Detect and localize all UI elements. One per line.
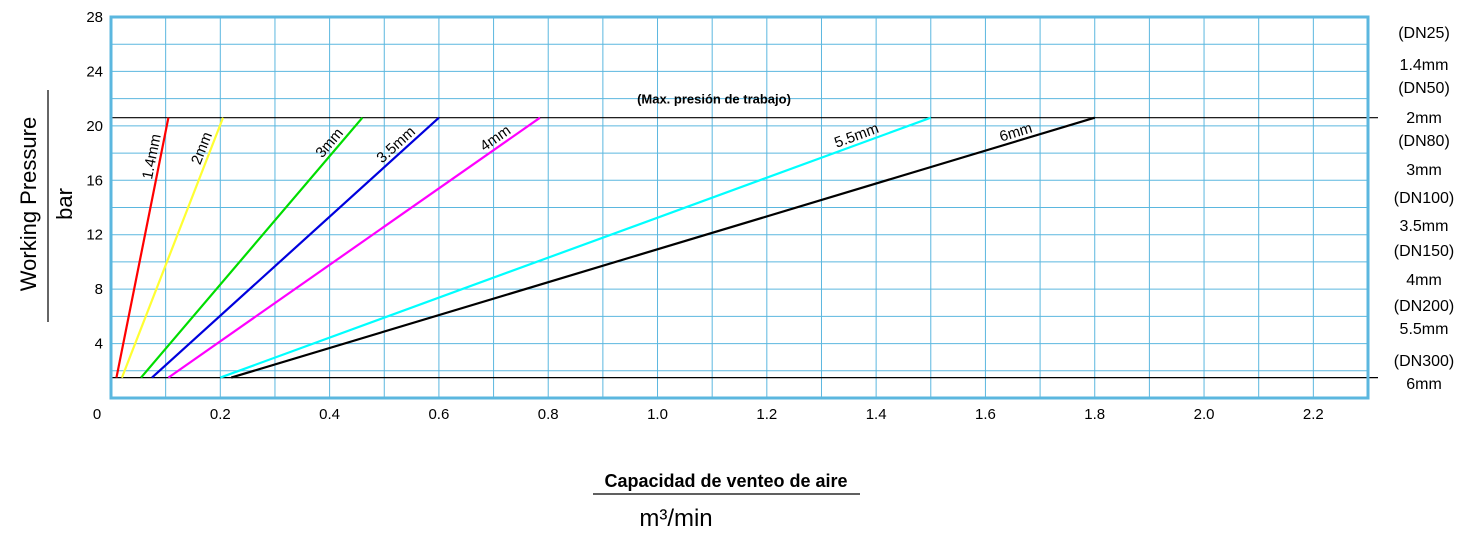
series-lines <box>115 116 1096 379</box>
legend-size: 2mm <box>1406 110 1442 127</box>
legend-size: 3mm <box>1406 162 1442 179</box>
legend-dn: (DN300) <box>1394 353 1454 370</box>
x-axis-label: Capacidad de venteo de aire <box>604 471 847 491</box>
legend-size: 4mm <box>1406 272 1442 289</box>
legend-dn: (DN25) <box>1398 25 1450 42</box>
x-tick-label: 0 <box>93 406 101 423</box>
x-tick-label: 1.0 <box>647 406 668 423</box>
x-tick-labels: 0 0.2 0.4 0.6 0.8 1.0 1.2 1.4 1.6 1.8 2.0 2.2 <box>93 406 1324 423</box>
series-line-3.5mm <box>151 116 440 379</box>
series-line-3mm <box>140 116 364 379</box>
y-axis-title: Working Pressure bar <box>16 90 77 322</box>
y-axis-unit: bar <box>52 188 77 220</box>
series-line-4mm <box>167 116 541 379</box>
x-tick-label: 1.6 <box>975 406 996 423</box>
reference-lines <box>111 117 1378 379</box>
y-tick-label: 16 <box>86 172 103 189</box>
x-tick-label: 2.2 <box>1303 406 1324 423</box>
legend-dn: (DN200) <box>1394 298 1454 315</box>
x-tick-label: 0.8 <box>538 406 559 423</box>
y-tick-label: 24 <box>86 63 103 80</box>
legend: (DN25) 1.4mm (DN50) 2mm (DN80) 3mm (DN100) 3.5m… <box>1394 25 1454 393</box>
max-pressure-annotation: (Max. presión de trabajo) <box>637 92 791 107</box>
grid <box>111 17 1368 398</box>
x-tick-label: 0.4 <box>319 406 340 423</box>
x-axis-title: Capacidad de venteo de aire m³/min <box>593 471 860 532</box>
x-tick-label: 2.0 <box>1194 406 1215 423</box>
legend-size: 3.5mm <box>1400 218 1449 235</box>
x-tick-label: 0.2 <box>210 406 231 423</box>
legend-dn: (DN80) <box>1398 133 1450 150</box>
y-tick-label: 8 <box>95 281 103 298</box>
y-tick-label: 4 <box>95 336 103 353</box>
x-axis-unit: m³/min <box>639 505 712 532</box>
series-line-2mm <box>120 117 225 378</box>
legend-size: 1.4mm <box>1400 57 1449 74</box>
legend-dn: (DN100) <box>1394 190 1454 207</box>
curve-label: 3.5mm <box>373 123 418 166</box>
plot-frame <box>109 15 1370 400</box>
series-line-6mm <box>230 116 1096 379</box>
curve-label: 5.5mm <box>832 120 881 152</box>
y-tick-labels: 28 24 20 16 12 8 4 <box>86 9 103 353</box>
y-axis-label: Working Pressure <box>16 117 41 291</box>
legend-dn: (DN150) <box>1394 243 1454 260</box>
y-tick-label: 28 <box>86 9 103 26</box>
x-tick-label: 1.4 <box>866 406 887 423</box>
series-line-1.4mm <box>115 117 170 378</box>
legend-size: 5.5mm <box>1400 321 1449 338</box>
series-line-5.5mm <box>219 116 932 379</box>
x-tick-label: 0.6 <box>428 406 449 423</box>
legend-dn: (DN50) <box>1398 80 1450 97</box>
x-tick-label: 1.2 <box>756 406 777 423</box>
y-tick-label: 20 <box>86 118 103 135</box>
legend-size: 6mm <box>1406 376 1442 393</box>
y-tick-label: 12 <box>86 227 103 244</box>
x-tick-label: 1.8 <box>1084 406 1105 423</box>
